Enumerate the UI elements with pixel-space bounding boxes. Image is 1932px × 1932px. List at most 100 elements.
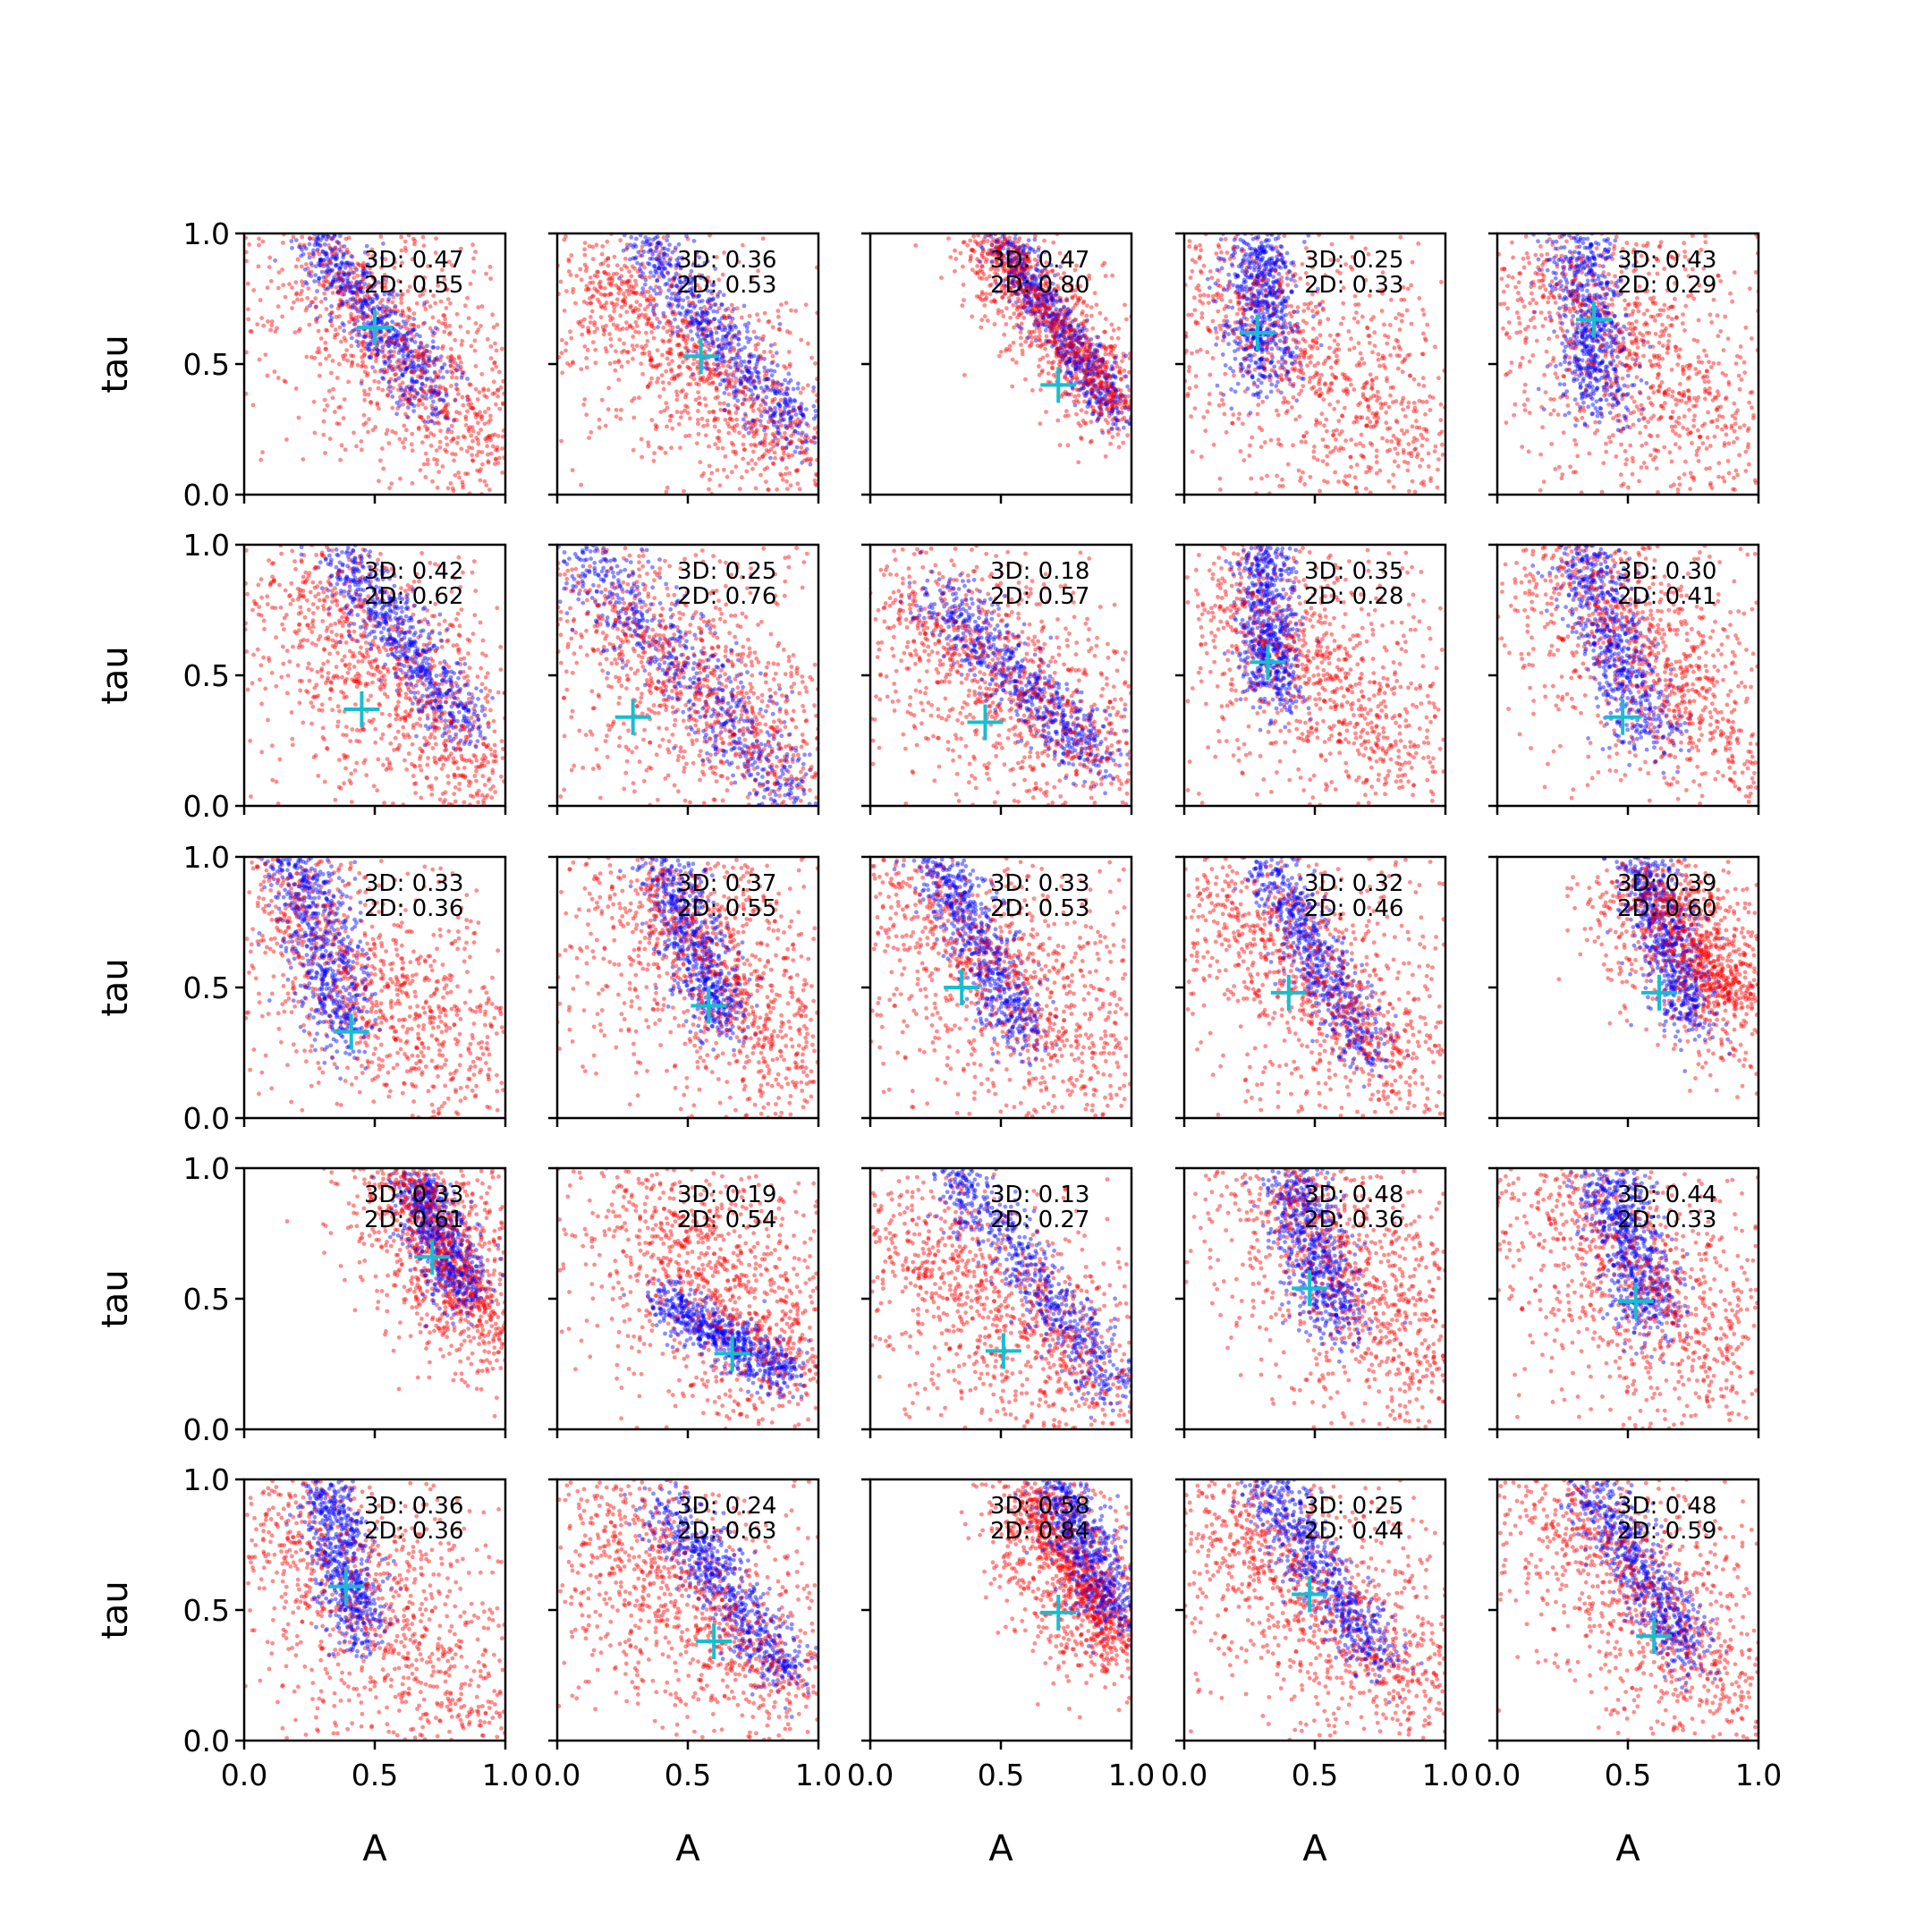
blue-sample-point (318, 257, 323, 262)
blue-sample-point (409, 379, 414, 385)
blue-sample-point (667, 258, 673, 263)
red-sample-point (685, 404, 690, 410)
red-sample-point (356, 286, 361, 292)
red-sample-point (729, 336, 734, 342)
blue-sample-point (411, 354, 415, 359)
red-sample-point (743, 397, 749, 402)
red-core-sample-point (352, 302, 358, 308)
red-sample-point (1049, 365, 1055, 370)
red-sample-point (393, 372, 397, 377)
blue-sample-point (316, 261, 321, 266)
blue-sample-point (408, 401, 413, 406)
red-sample-point (416, 427, 421, 432)
red-core-sample-point (566, 269, 572, 274)
red-sample-point (582, 241, 588, 245)
blue-sample-point (691, 239, 697, 243)
red-core-sample-point (457, 356, 462, 361)
red-sample-point (460, 373, 465, 377)
blue-sample-point (673, 317, 677, 322)
blue-sample-point (677, 290, 682, 295)
red-sample-point (564, 348, 568, 353)
blue-sample-point (722, 408, 727, 412)
red-sample-point (359, 364, 364, 369)
red-sample-point (674, 393, 680, 398)
red-sample-point (733, 464, 739, 470)
blue-sample-point (773, 410, 778, 414)
blue-sample-point (402, 334, 407, 339)
red-sample-point (492, 462, 497, 467)
blue-sample-point (330, 235, 335, 241)
red-sample-point (441, 313, 445, 318)
red-sample-point (1038, 329, 1042, 335)
red-sample-point (333, 333, 338, 337)
red-core-sample-point (1116, 410, 1122, 415)
red-sample-point (800, 411, 805, 417)
blue-sample-point (762, 410, 767, 414)
red-core-sample-point (688, 367, 693, 372)
red-sample-point (642, 289, 648, 294)
red-sample-point (444, 436, 449, 440)
red-core-sample-point (395, 340, 400, 345)
red-sample-point (445, 355, 451, 360)
red-sample-point (361, 268, 366, 274)
red-sample-point (434, 375, 439, 380)
red-core-sample-point (674, 389, 679, 394)
red-sample-point (413, 394, 418, 398)
red-core-sample-point (326, 279, 331, 284)
red-core-sample-point (801, 450, 806, 455)
red-sample-point (1040, 269, 1045, 275)
red-sample-point (730, 309, 734, 314)
red-sample-point (651, 298, 657, 303)
blue-sample-point (412, 340, 418, 344)
red-sample-point (978, 267, 983, 273)
blue-sample-point (432, 362, 437, 368)
red-sample-point (706, 300, 711, 305)
red-sample-point (632, 309, 637, 313)
blue-sample-point (313, 264, 318, 269)
blue-sample-point (364, 314, 369, 319)
blue-sample-point (741, 374, 747, 379)
blue-sample-point (1043, 327, 1048, 333)
red-sample-point (371, 283, 377, 288)
red-sample-point (651, 364, 657, 369)
red-sample-point (705, 377, 710, 381)
blue-sample-point (676, 242, 682, 247)
red-sample-point (432, 457, 436, 462)
red-sample-point (731, 442, 736, 447)
red-sample-point (992, 299, 997, 304)
red-sample-point (461, 434, 466, 439)
red-sample-point (1075, 361, 1080, 367)
blue-sample-point (762, 356, 767, 361)
red-core-sample-point (1002, 242, 1006, 247)
red-sample-point (646, 444, 651, 449)
red-core-sample-point (268, 278, 274, 284)
red-sample-point (812, 426, 818, 431)
blue-sample-point (359, 308, 364, 312)
red-sample-point (678, 415, 683, 419)
red-sample-point (606, 292, 611, 298)
red-sample-point (434, 236, 438, 241)
red-core-sample-point (476, 431, 481, 436)
red-sample-point (584, 284, 589, 289)
red-sample-point (444, 325, 448, 329)
blue-sample-point (735, 365, 741, 370)
blue-sample-point (646, 250, 651, 255)
red-sample-point (585, 301, 589, 306)
red-sample-point (1069, 340, 1074, 345)
blue-sample-point (732, 323, 737, 328)
red-sample-point (670, 329, 675, 334)
blue-sample-point (415, 391, 420, 396)
blue-sample-point (350, 270, 355, 275)
red-core-sample-point (400, 309, 405, 313)
blue-sample-point (675, 292, 681, 296)
blue-sample-point (786, 442, 792, 446)
red-sample-point (375, 401, 380, 406)
blue-sample-point (696, 325, 701, 330)
blue-sample-point (746, 369, 750, 374)
red-sample-point (597, 281, 602, 286)
blue-sample-point (432, 369, 437, 375)
blue-sample-point (329, 304, 334, 309)
blue-sample-point (1058, 307, 1063, 312)
red-sample-point (1011, 240, 1015, 245)
red-core-sample-point (667, 347, 673, 352)
